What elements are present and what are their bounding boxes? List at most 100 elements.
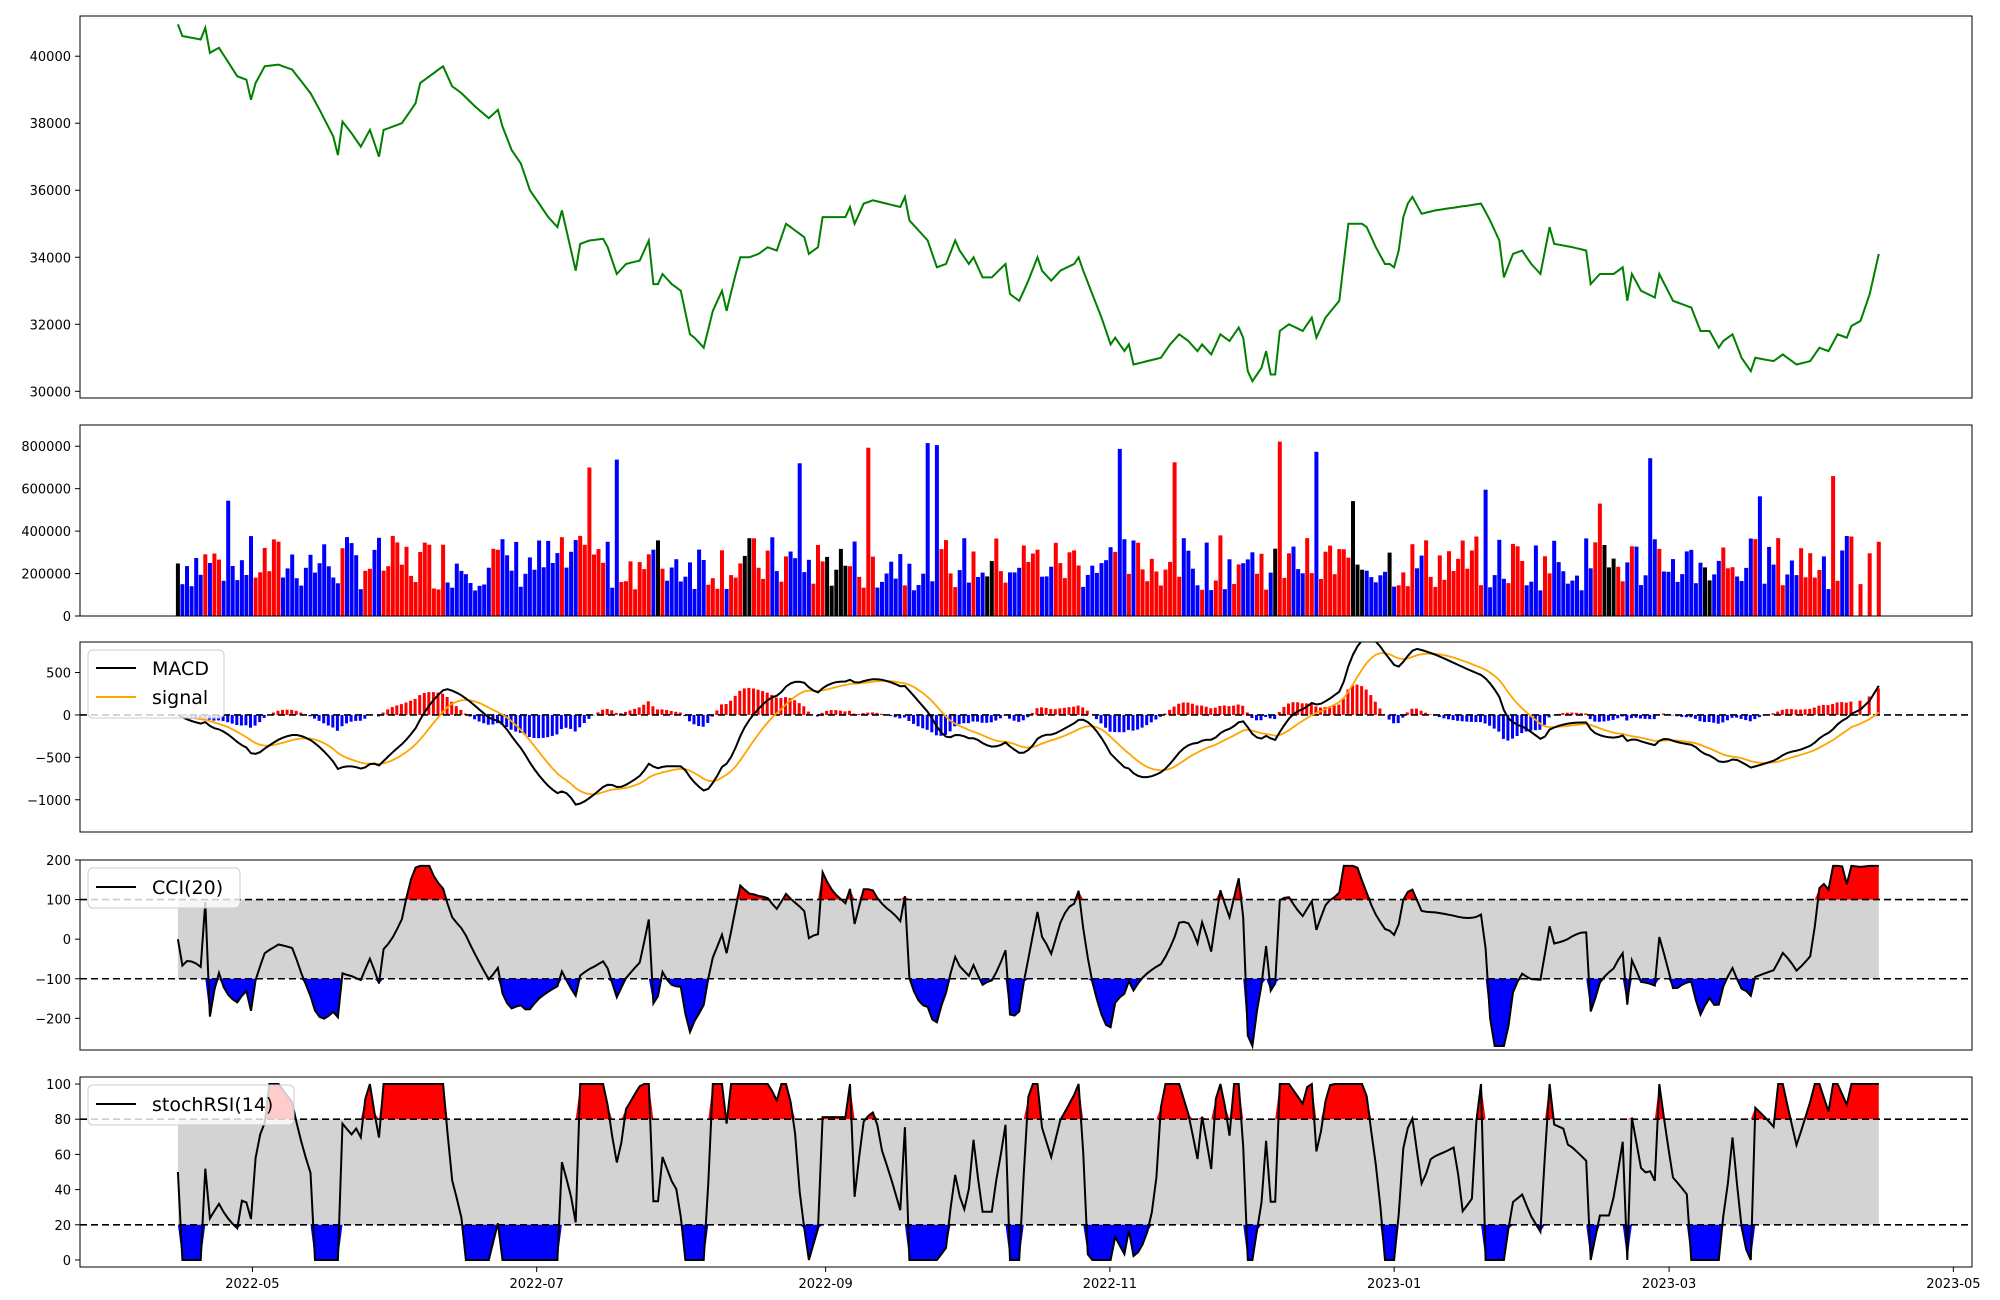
volume-bar	[994, 538, 999, 616]
macd-histogram-bar	[1707, 714, 1711, 722]
macd-histogram-bar	[1401, 714, 1405, 718]
macd-histogram-bar	[701, 714, 705, 727]
volume-bar	[409, 575, 414, 616]
volume-bar	[1744, 567, 1749, 616]
macd-histogram-bar	[1085, 710, 1089, 715]
volume-bar	[1282, 577, 1287, 616]
volume-bar	[395, 542, 400, 616]
macd-histogram-bar	[628, 710, 632, 715]
macd-histogram-bar	[1026, 714, 1030, 718]
volume-bar	[1328, 545, 1333, 616]
macd-histogram-bar	[1044, 707, 1048, 715]
macd-histogram-bar	[1533, 714, 1537, 731]
macd-histogram-bar	[390, 707, 394, 715]
volume-bar	[1762, 583, 1767, 616]
macd-histogram-bar	[340, 714, 344, 727]
macd-histogram-bar	[893, 714, 897, 718]
volume-bar	[1122, 539, 1127, 616]
volume-bar	[1232, 584, 1237, 616]
volume-bar	[1698, 562, 1703, 616]
macd-histogram-bar	[546, 714, 550, 738]
macd-histogram-bar	[349, 714, 353, 722]
macd-histogram-bar	[692, 714, 696, 725]
macd-histogram-bar	[1035, 708, 1039, 715]
volume-bar	[1186, 550, 1191, 616]
macd-histogram-bar	[1337, 704, 1341, 715]
volume-bar	[386, 566, 391, 616]
volume-bar	[875, 587, 880, 616]
macd-histogram-bar	[271, 712, 275, 715]
volume-bar	[1876, 541, 1881, 616]
cci-legend-label: CCI(20)	[152, 877, 223, 899]
xtick-label: 2022-07	[510, 1277, 564, 1292]
volume-bar	[413, 582, 418, 616]
macd-histogram-bar	[1629, 714, 1633, 719]
volume-bar	[463, 574, 468, 616]
macd-histogram-bar	[358, 714, 362, 721]
volume-bar	[925, 443, 930, 616]
macd-histogram-bar	[651, 706, 655, 715]
volume-bar	[1652, 539, 1657, 616]
volume-bar	[1556, 562, 1561, 616]
volume-bar	[948, 573, 953, 616]
price-panel-frame	[79, 15, 1973, 399]
volume-bar	[262, 547, 267, 616]
volume-bar	[1835, 580, 1840, 616]
volume-bar	[294, 578, 299, 616]
volume-bar	[1392, 586, 1397, 616]
volume-bar	[1492, 575, 1497, 616]
volume-bar	[669, 567, 674, 616]
macd-histogram-bar	[1451, 714, 1455, 721]
macd-histogram-bar	[820, 712, 824, 715]
volume-bar	[253, 577, 258, 616]
macd-histogram-bar	[1277, 712, 1281, 715]
volume-bar	[1287, 553, 1291, 616]
volume-bar	[1785, 574, 1790, 616]
macd-histogram-bar	[258, 714, 262, 723]
macd-histogram-bar	[404, 702, 408, 715]
macd-histogram-bar	[1209, 708, 1213, 715]
macd-histogram-bar	[948, 714, 952, 732]
macd-histogram-bar	[1748, 714, 1752, 722]
macd-histogram-bar	[1250, 714, 1254, 719]
volume-bar	[1771, 564, 1776, 616]
macd-histogram-bar	[1291, 702, 1295, 715]
macd-histogram-bar	[1844, 702, 1848, 715]
macd-histogram-bar	[1099, 714, 1103, 724]
volume-bar	[390, 535, 395, 616]
volume-bar	[185, 566, 189, 616]
volume-bar	[1250, 552, 1255, 616]
macd-histogram-bar	[1213, 707, 1217, 715]
macd-histogram-bar	[1808, 708, 1812, 715]
volume-bar	[857, 576, 862, 616]
macd-histogram-bar	[354, 714, 358, 721]
volume-bar	[806, 559, 811, 616]
volume-bar	[1675, 581, 1680, 616]
volume-bar	[752, 538, 756, 616]
xtick-label: 2022-09	[798, 1277, 852, 1292]
volume-bar	[1241, 563, 1246, 616]
volume-bar	[1158, 585, 1163, 616]
stochrsi-panel-ytick-label: 0	[63, 1254, 71, 1269]
macd-histogram-bar	[1739, 714, 1743, 719]
macd-histogram-bar	[1575, 712, 1578, 715]
volume-bar	[1447, 551, 1451, 616]
macd-histogram-bar	[1652, 714, 1656, 720]
macd-histogram-bar	[953, 714, 957, 727]
macd-histogram-bar	[1447, 714, 1450, 720]
volume-bar	[1017, 567, 1022, 616]
volume-bar	[450, 587, 455, 616]
macd-histogram-bar	[445, 697, 449, 715]
macd-histogram-bar	[1058, 708, 1062, 715]
volume-bar	[1204, 542, 1209, 616]
volume-bar	[1803, 577, 1808, 616]
macd-histogram-bar	[345, 714, 348, 724]
volume-bar	[1858, 584, 1863, 616]
volume-bar	[1469, 550, 1474, 616]
volume-bar	[1625, 562, 1630, 616]
macd-histogram-bar	[523, 714, 527, 735]
macd-histogram-bar	[1305, 703, 1309, 715]
volume-bar	[322, 544, 327, 616]
macd-histogram-bar	[1547, 714, 1551, 718]
